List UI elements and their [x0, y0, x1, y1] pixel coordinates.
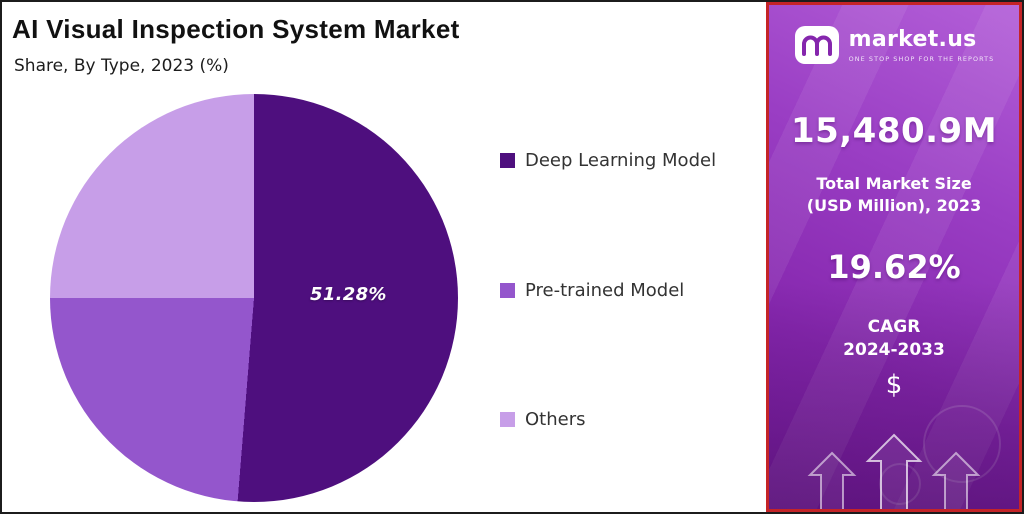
legend-swatch — [500, 153, 515, 168]
legend-swatch — [500, 412, 515, 427]
cagr-label: CAGR 2024-2033 — [843, 316, 945, 362]
pie-chart — [50, 94, 458, 502]
lens-decoration — [923, 405, 1001, 483]
brand-logo: market.us ONE STOP SHOP FOR THE REPORTS — [794, 25, 995, 65]
legend: Deep Learning Model Pre-trained Model Ot… — [500, 150, 716, 430]
growth-arrows-icon — [807, 433, 981, 509]
dollar-symbol: $ — [885, 369, 903, 400]
chart-subtitle: Share, By Type, 2023 (%) — [14, 56, 229, 76]
brand-sidebar: market.us ONE STOP SHOP FOR THE REPORTS … — [766, 2, 1022, 512]
chart-title: AI Visual Inspection System Market — [12, 14, 460, 44]
chart-area: AI Visual Inspection System Market Share… — [2, 2, 766, 512]
cagr-period: 2024-2033 — [843, 339, 945, 360]
brand-name: market.us — [848, 27, 977, 52]
brand-tagline: ONE STOP SHOP FOR THE REPORTS — [848, 55, 995, 63]
marketus-logo-icon — [794, 26, 839, 64]
legend-item: Others — [500, 409, 716, 430]
market-size-value: 15,480.9M — [790, 111, 998, 151]
legend-label: Others — [525, 409, 586, 430]
legend-swatch — [500, 282, 515, 298]
legend-label: Deep Learning Model — [525, 150, 717, 171]
brand-text: market.us ONE STOP SHOP FOR THE REPORTS — [849, 27, 995, 63]
legend-item: Deep Learning Model — [500, 150, 716, 171]
cagr-label-text: CAGR — [867, 316, 921, 337]
pie-data-label: 51.28% — [310, 284, 387, 305]
legend-item: Pre-trained Model — [500, 280, 716, 301]
cagr-value: 19.62% — [827, 247, 961, 286]
market-size-label: Total Market Size (USD Million), 2023 — [806, 174, 982, 216]
legend-label: Pre-trained Model — [525, 279, 685, 301]
